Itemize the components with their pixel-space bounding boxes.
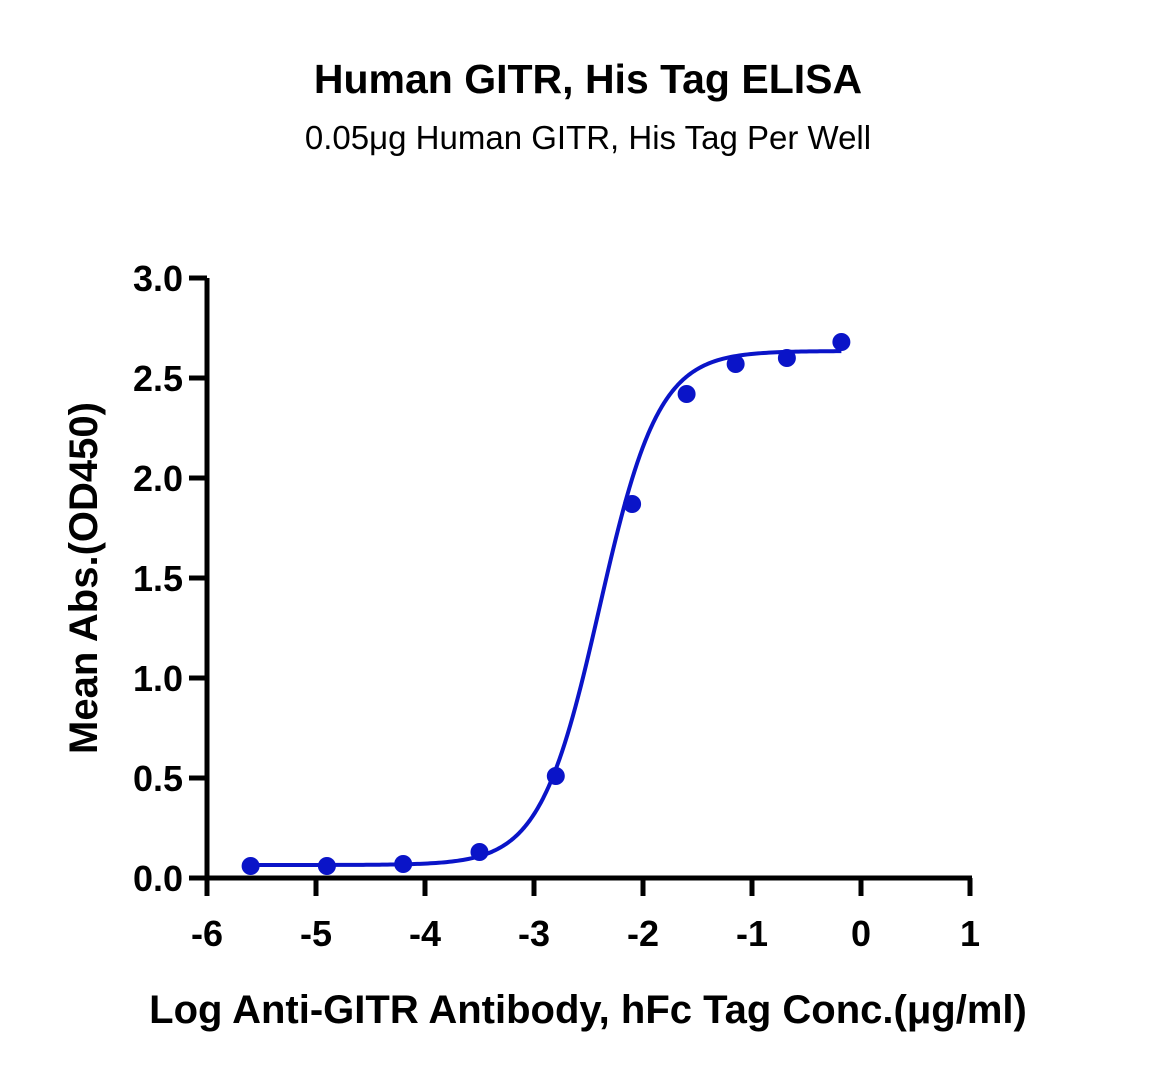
y-tick-label: 3.0 [133, 258, 183, 299]
data-point [726, 355, 745, 373]
data-point [623, 495, 642, 513]
x-tick-label: -5 [300, 913, 332, 954]
y-tick-label: 1.0 [133, 658, 183, 699]
data-point [677, 385, 696, 403]
data-point [317, 857, 336, 875]
data-points-layer [241, 333, 851, 875]
axis-ticks: 0.0 0.5 1.0 1.5 2.0 2.5 3.0 -6 -5 -4 -3 -2 -1 0 1 [133, 258, 980, 954]
x-tick-label: 1 [960, 913, 980, 954]
data-point [470, 843, 489, 861]
y-tick-label: 0.5 [133, 758, 183, 799]
y-axis-label: Mean Abs.(OD450) [62, 402, 106, 754]
chart-subtitle: 0.05μg Human GITR, His Tag Per Well [305, 119, 871, 156]
x-tick-label: -4 [409, 913, 441, 954]
x-axis-label: Log Anti-GITR Antibody, hFc Tag Conc.(μg… [149, 988, 1027, 1032]
y-tick-label: 0.0 [133, 858, 183, 899]
x-tick-label: -2 [627, 913, 659, 954]
data-point [394, 855, 413, 873]
x-tick-label: -1 [736, 913, 768, 954]
data-point [832, 333, 851, 351]
x-tick-label: 0 [851, 913, 871, 954]
fit-curve [250, 349, 842, 867]
data-point [546, 767, 565, 785]
y-tick-label: 2.0 [133, 458, 183, 499]
data-point [777, 349, 796, 367]
data-point [241, 857, 260, 875]
x-tick-label: -3 [518, 913, 550, 954]
y-tick-label: 1.5 [133, 558, 183, 599]
fit-curve-layer [250, 349, 842, 867]
x-tick-label: -6 [191, 913, 223, 954]
axes [204, 278, 972, 881]
y-tick-label: 2.5 [133, 358, 183, 399]
chart-title: Human GITR, His Tag ELISA [314, 56, 862, 102]
